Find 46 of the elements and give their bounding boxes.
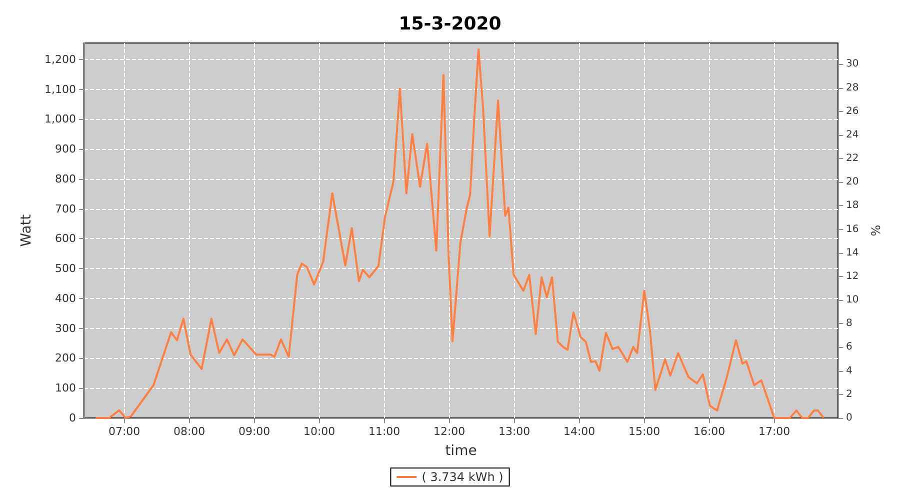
y2-tick-label: 0 [846, 412, 852, 424]
y2-tick-label: 4 [846, 365, 852, 376]
y-tick-label: 300 [55, 322, 76, 335]
chart-title: 15-3-2020 [398, 14, 502, 34]
x-tick-label: 14:00 [563, 425, 596, 438]
y2-tick-label: 6 [846, 342, 852, 353]
y-tick-label: 1,100 [44, 82, 76, 96]
y2-tick-label: 14 [846, 247, 859, 258]
y-axis-title: Watt [18, 214, 35, 247]
y2-tick-label: 22 [846, 153, 859, 164]
y-tick-label: 200 [55, 352, 76, 365]
y-tick-label: 1,200 [44, 52, 76, 66]
y-tick-label: 400 [55, 292, 76, 305]
y2-tick-label: 24 [846, 129, 859, 140]
y2-tick-label: 10 [846, 294, 859, 306]
y2-tick-label: 12 [846, 270, 859, 282]
y-tick-label: 100 [55, 382, 76, 395]
x-tick-label: 07:00 [108, 425, 140, 438]
y-tick-label: 500 [55, 262, 76, 276]
y-tick-label: 800 [55, 172, 76, 186]
line-series [94, 48, 825, 419]
x-tick-label: 11:00 [368, 425, 400, 438]
x-tick-label: 09:00 [238, 425, 270, 438]
x-tick-label: 15:00 [628, 425, 660, 438]
y2-tick-label: 18 [846, 200, 859, 212]
x-tick-label: 12:00 [433, 425, 466, 438]
x-tick-label: 17:00 [758, 425, 790, 438]
y2-tick-label: 26 [846, 106, 859, 117]
y2-tick-label: 8 [846, 318, 852, 330]
x-tick-label: 10:00 [303, 425, 336, 438]
y-tick-label: 700 [55, 202, 76, 216]
y2-axis-title: % [869, 224, 883, 236]
x-tick-label: 13:00 [498, 425, 530, 438]
x-tick-label: 16:00 [693, 425, 726, 438]
y2-tick-label: 30 [846, 58, 859, 70]
y-tick-label: 1,000 [44, 112, 76, 126]
y2-tick-label: 20 [846, 176, 859, 188]
x-tick-label: 08:00 [173, 425, 206, 438]
y2-tick-label: 28 [846, 82, 859, 94]
y2-tick-label: 2 [846, 388, 852, 400]
y-tick-label: 600 [55, 232, 76, 246]
y-tick-label: 900 [55, 142, 76, 156]
y-tick-label: 0 [69, 412, 76, 424]
legend-label: ( 3.734 kWh ) [422, 470, 504, 484]
x-axis-title: time [445, 443, 477, 459]
y2-tick-label: 16 [846, 224, 859, 235]
